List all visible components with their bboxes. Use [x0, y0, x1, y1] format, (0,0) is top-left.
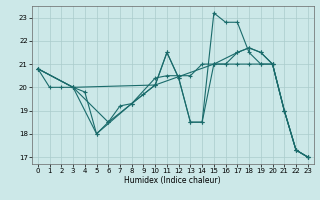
X-axis label: Humidex (Indice chaleur): Humidex (Indice chaleur) — [124, 176, 221, 185]
